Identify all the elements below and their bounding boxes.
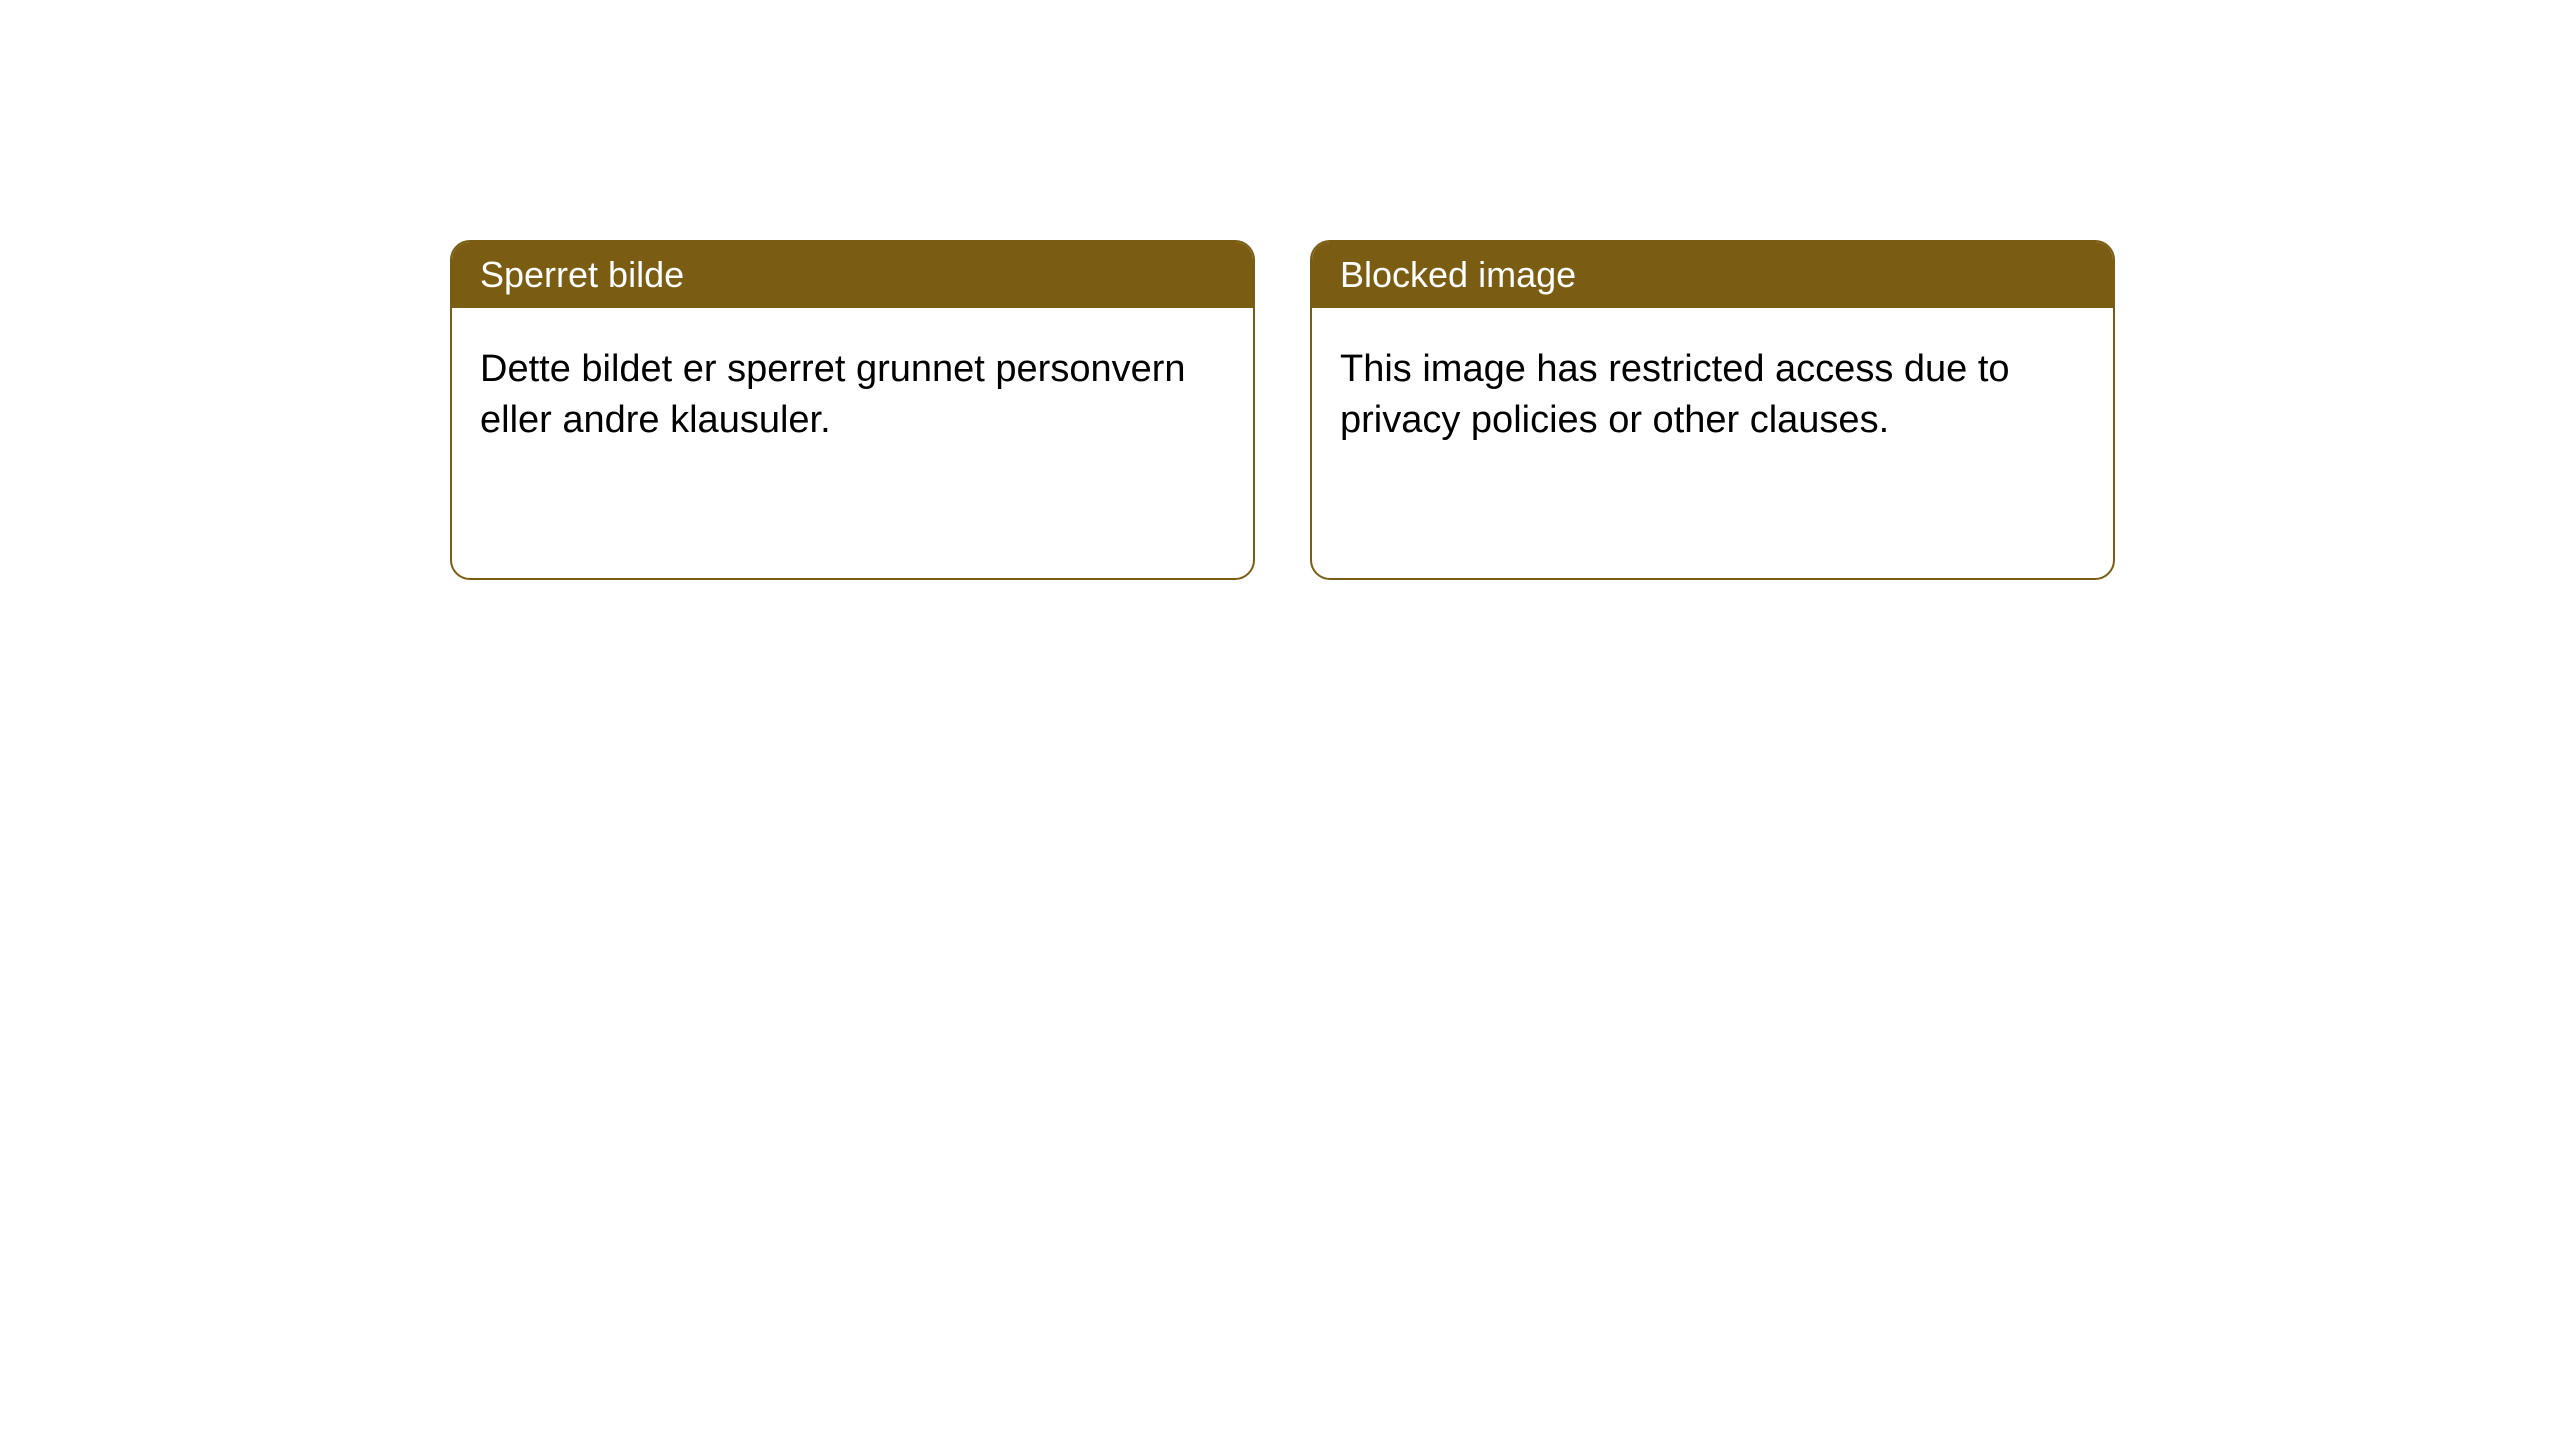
notice-card-norwegian: Sperret bilde Dette bildet er sperret gr… xyxy=(450,240,1255,580)
card-header: Sperret bilde xyxy=(452,242,1253,308)
card-body: Dette bildet er sperret grunnet personve… xyxy=(452,308,1253,483)
card-body: This image has restricted access due to … xyxy=(1312,308,2113,483)
card-header: Blocked image xyxy=(1312,242,2113,308)
notice-cards-container: Sperret bilde Dette bildet er sperret gr… xyxy=(450,240,2115,580)
notice-card-english: Blocked image This image has restricted … xyxy=(1310,240,2115,580)
